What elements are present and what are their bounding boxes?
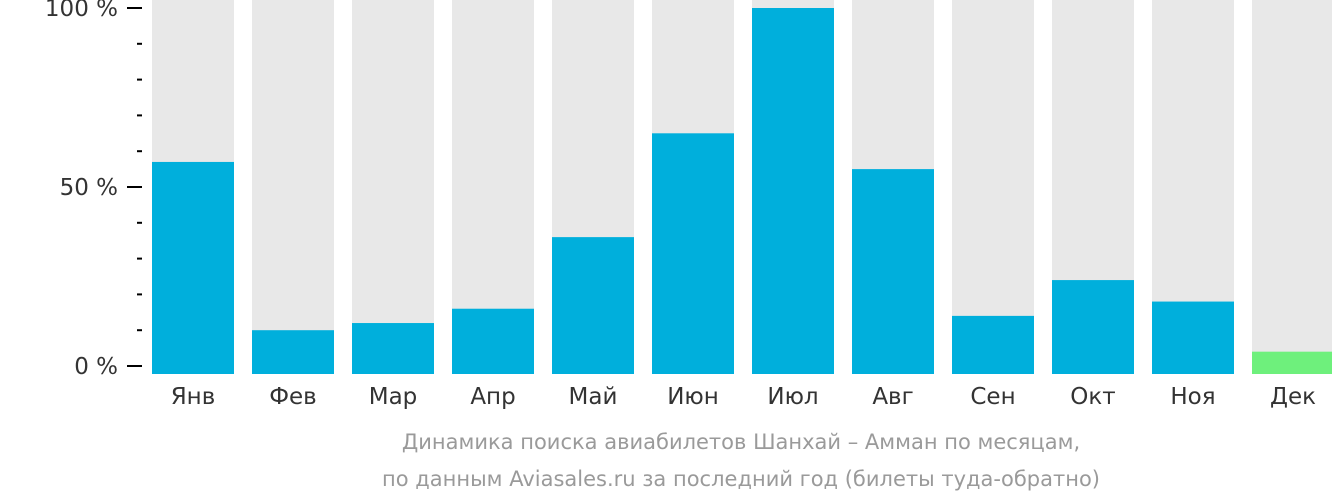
bar (752, 8, 834, 374)
x-tick-label: Дек (1270, 384, 1316, 410)
y-tick-label: 100 % (45, 0, 118, 22)
x-tick-label: Май (569, 384, 618, 410)
bar-track (352, 0, 434, 374)
x-tick-label: Фев (269, 384, 317, 410)
bar (552, 237, 634, 374)
x-tick-label: Июл (767, 384, 818, 410)
bar-chart: Янв Фев Мар Апр Май Июн Июл Авг Сен Окт Ноя Дек 0 % 5… (45, 0, 1332, 410)
x-tick-label: Авг (872, 384, 913, 410)
bar (1252, 351, 1332, 374)
bar (952, 315, 1034, 374)
x-tick-label: Окт (1070, 384, 1115, 410)
bar (152, 161, 234, 374)
chart-caption-line-2: по данным Aviasales.ru за последний год … (382, 467, 1100, 491)
y-tick-label: 0 % (74, 354, 118, 380)
bar (452, 308, 534, 374)
bar (352, 323, 434, 374)
x-tick-label: Янв (171, 384, 216, 410)
y-tick-label: 50 % (60, 175, 118, 201)
bar-track (1252, 0, 1332, 374)
x-tick-label: Апр (470, 384, 515, 410)
bar-track (952, 0, 1034, 374)
chart-caption-line-1: Динамика поиска авиабилетов Шанхай – Амм… (401, 430, 1081, 454)
bar (1152, 301, 1234, 374)
x-tick-label: Ноя (1170, 384, 1215, 410)
bar (652, 133, 734, 374)
bar-track (252, 0, 334, 374)
x-tick-label: Июн (667, 384, 719, 410)
x-tick-label: Сен (970, 384, 1015, 410)
bar (252, 330, 334, 374)
x-tick-label: Мар (369, 384, 418, 410)
bar (852, 169, 934, 374)
bar (1052, 280, 1134, 374)
